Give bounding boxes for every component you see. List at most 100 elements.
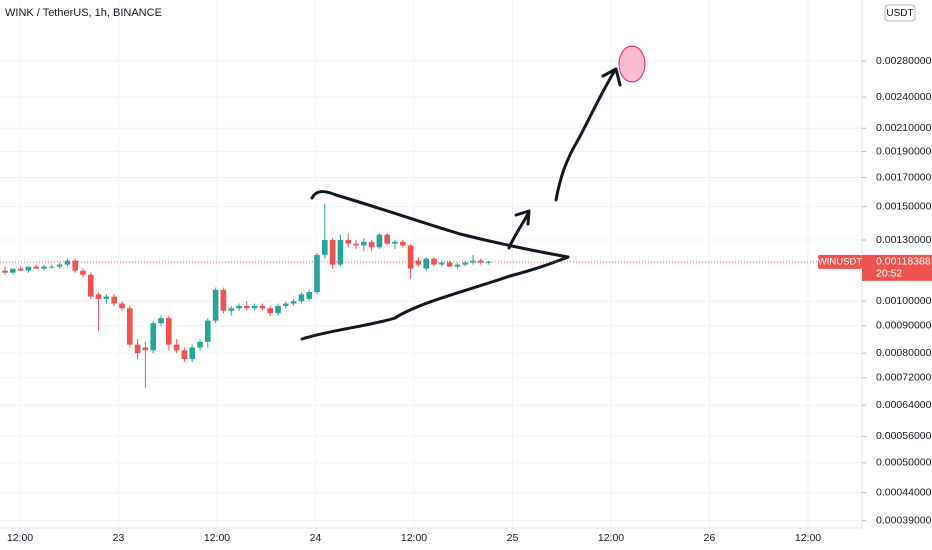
y-tick-label: 0.00090000 — [876, 320, 932, 332]
candle-body — [462, 262, 468, 265]
countdown-label: 20:52 — [876, 268, 902, 280]
currency-label: USDT — [886, 8, 913, 19]
y-tick-label: 0.00056000 — [876, 430, 932, 442]
x-tick-label: 24 — [310, 532, 322, 544]
candle-body — [72, 260, 78, 271]
x-tick-label: 25 — [507, 532, 519, 544]
candle-body — [368, 241, 375, 248]
candle-body — [158, 318, 164, 324]
price-badge — [862, 254, 932, 281]
y-tick-label: 0.00150000 — [876, 200, 932, 212]
candle-body — [212, 289, 219, 321]
y-tick-label: 0.00044000 — [876, 486, 932, 498]
candle-body — [439, 262, 445, 265]
last-price-label: 0.00118388 — [876, 256, 931, 268]
currency-badge[interactable] — [884, 4, 916, 22]
y-tick-label: 0.00130000 — [876, 234, 932, 246]
x-tick-label: 23 — [113, 532, 125, 544]
candle-body — [166, 318, 172, 345]
candle-body — [251, 305, 258, 309]
y-tick-label: 0.00080000 — [876, 347, 932, 359]
candle-body — [470, 260, 476, 263]
y-tick-label: 0.00064000 — [876, 399, 932, 411]
candle-body — [17, 268, 24, 271]
candle-body — [181, 350, 188, 360]
x-tick-label: 12:00 — [598, 532, 624, 544]
x-tick-label: 12:00 — [7, 532, 33, 544]
candle-body — [259, 305, 266, 309]
y-tick-label: 0.00170000 — [876, 171, 932, 183]
candle-body — [33, 266, 39, 269]
candle-body — [205, 320, 211, 342]
candles — [2, 203, 492, 388]
arrow-long — [554, 67, 622, 202]
y-tick-label: 0.00210000 — [876, 122, 932, 134]
grid — [0, 0, 862, 528]
triangle-upper — [310, 190, 570, 259]
candle-body — [392, 241, 398, 244]
chart-title: WINK / TetherUS, 1h, BINANCE — [5, 7, 162, 19]
time-axis: 12:00 23 12:00 24 12:00 25 12:00 26 12:00 — [7, 532, 821, 544]
candle-body — [150, 323, 156, 351]
arrow-short — [507, 209, 531, 250]
candle-body — [127, 308, 133, 345]
candle-body — [423, 258, 429, 269]
candle-body — [25, 266, 32, 271]
x-tick-label: 12:00 — [204, 532, 230, 544]
y-tick-label: 0.00240000 — [876, 91, 932, 103]
y-tick-label: 0.00100000 — [876, 295, 932, 307]
candle-body — [220, 289, 227, 311]
candle-body — [236, 305, 242, 309]
candle-body — [56, 264, 63, 267]
x-tick-label: 26 — [704, 532, 716, 544]
x-tick-label: 12:00 — [795, 532, 821, 544]
candle-body — [95, 294, 102, 299]
candle-body — [10, 268, 16, 273]
candle-body — [41, 266, 47, 269]
y-tick-label: 0.00050000 — [876, 457, 932, 469]
candle-body — [88, 274, 94, 297]
candle-body — [189, 347, 195, 360]
candle-body — [337, 240, 344, 265]
candle-body — [345, 240, 351, 244]
symbol-badge — [818, 254, 862, 269]
target-circle — [618, 45, 646, 83]
candle-body — [353, 243, 359, 246]
candle-body — [485, 261, 492, 263]
candle-body — [64, 260, 71, 265]
candle-body — [228, 308, 234, 311]
drawings — [300, 45, 646, 341]
y-tick-label: 0.00039000 — [876, 514, 932, 526]
triangle-lower — [300, 255, 570, 341]
candle-body — [314, 254, 320, 293]
candle-body — [446, 262, 453, 267]
candle-body — [407, 245, 414, 269]
candle-body — [283, 303, 289, 306]
candle-body — [244, 305, 250, 309]
symbol-label: WINUSDT — [818, 256, 863, 267]
candle-body — [400, 241, 406, 246]
price-axis: 0.00280000 0.00240000 0.00210000 0.00190000… — [862, 55, 932, 526]
candle-body — [142, 347, 149, 351]
candle-body — [361, 241, 367, 246]
y-tick-label: 0.00072000 — [876, 372, 932, 384]
candle-body — [275, 305, 281, 314]
candle-body — [376, 234, 383, 248]
candle-body — [80, 270, 86, 275]
candle-body — [267, 308, 273, 314]
candle-body — [111, 296, 117, 304]
candle-body — [103, 296, 110, 299]
candle-body — [49, 266, 55, 268]
x-tick-label: 12:00 — [401, 532, 427, 544]
candle-body — [290, 301, 297, 304]
candle-body — [322, 240, 328, 255]
candle-body — [431, 258, 437, 265]
candle-body — [298, 294, 305, 302]
candle-body — [329, 240, 336, 265]
candle-body — [306, 292, 312, 299]
candle-body — [197, 341, 203, 348]
candle-body — [2, 270, 8, 273]
